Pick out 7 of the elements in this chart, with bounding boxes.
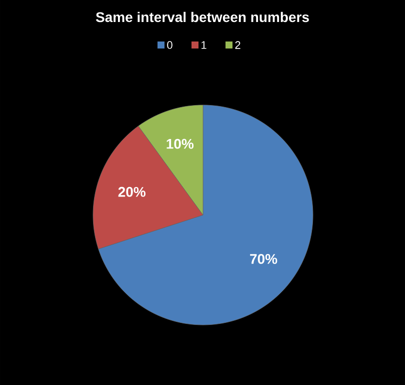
legend-label: 0 (167, 41, 172, 49)
data-label: 10% (166, 138, 194, 149)
data-label: 20% (118, 186, 146, 197)
data-label: 70% (250, 254, 278, 264)
chart-title: Same interval between numbers (96, 12, 309, 22)
legend-label: 1 (202, 41, 206, 49)
legend-label: 2 (235, 41, 240, 49)
